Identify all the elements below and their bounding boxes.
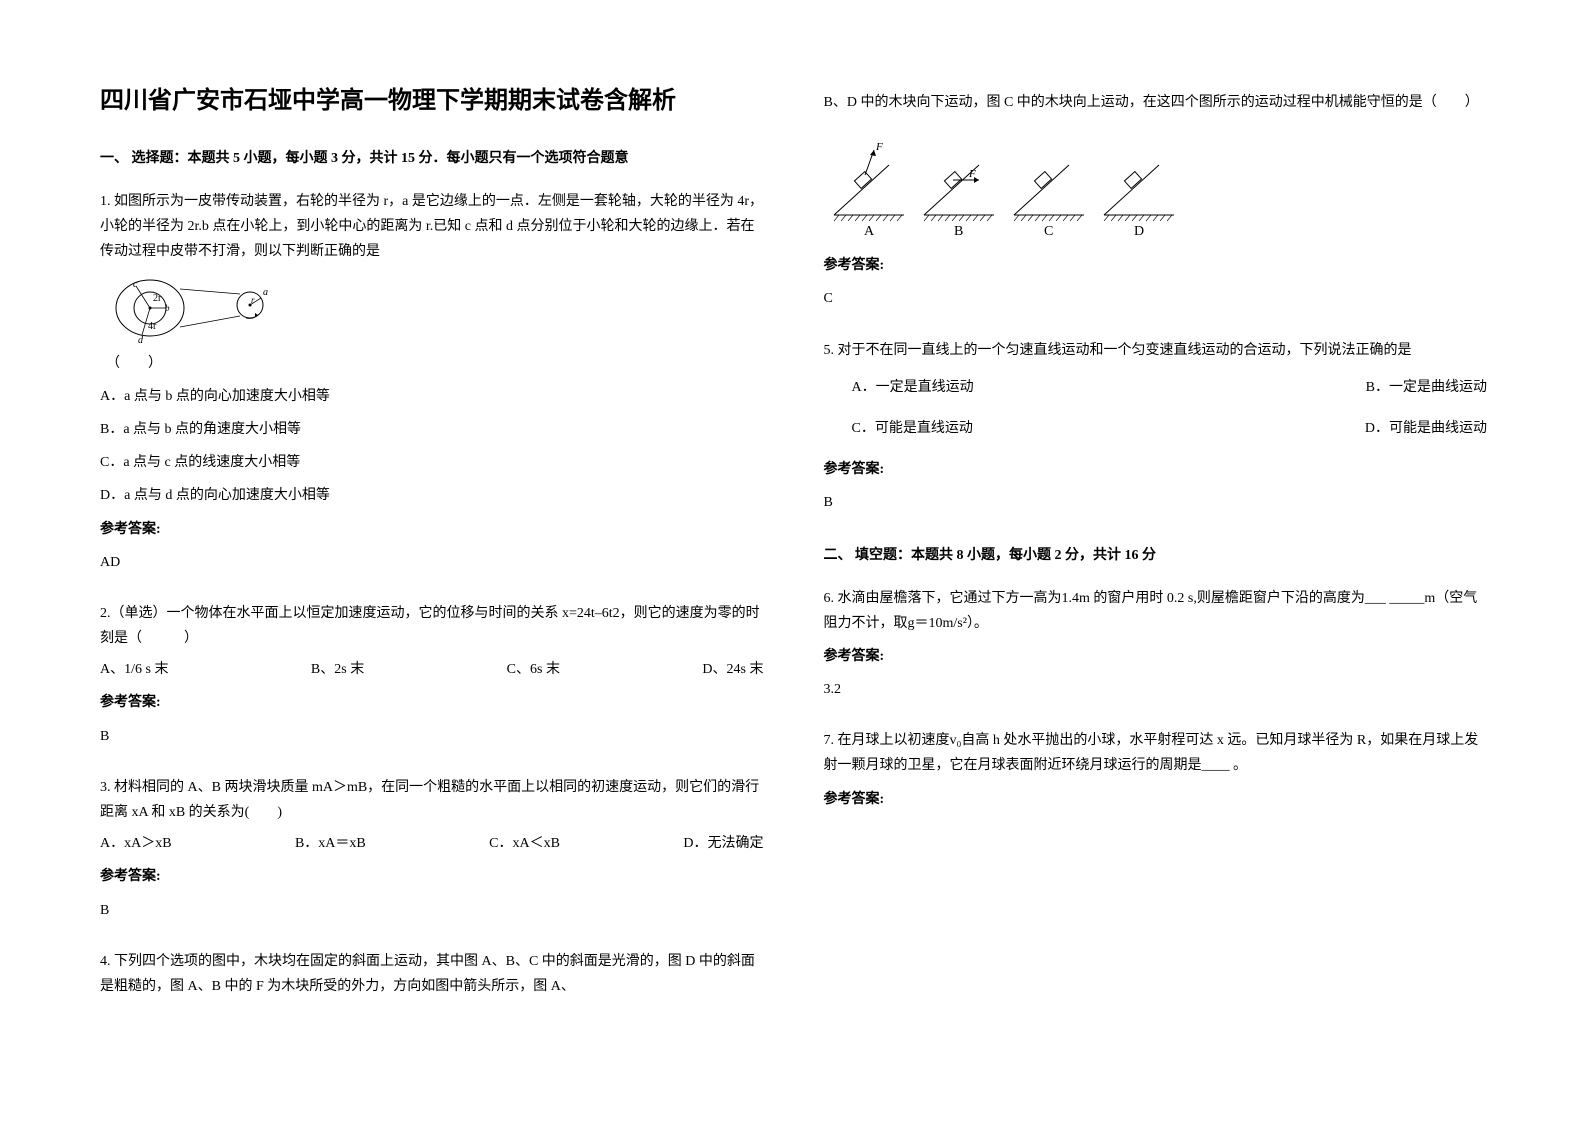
section1-header: 一、 选择题：本题共 5 小题，每小题 3 分，共计 15 分．每小题只有一个选… — [100, 147, 764, 167]
q1-figure: c 2r b 4r d r a — [100, 273, 280, 343]
q1-text: 1. 如图所示为一皮带传动装置，右轮的半径为 r，a 是它边缘上的一点．左侧是一… — [100, 189, 764, 265]
q5-text: 5. 对于不在同一直线上的一个匀速直线运动和一个匀变速直线运动的合运动，下列说法… — [824, 338, 1488, 363]
q2-answer: B — [100, 724, 764, 749]
q4-text-part2: B、D 中的木块向下运动，图 C 中的木块向上运动，在这四个图所示的运动过程中机… — [824, 90, 1488, 115]
q2-optD: D、24s 末 — [702, 657, 763, 682]
q1-optC: C．a 点与 c 点的线速度大小相等 — [100, 450, 764, 475]
q6-height: 1.4m — [1062, 591, 1090, 606]
q4-answer: C — [824, 286, 1488, 311]
question-7: 7. 在月球上以初速度v₀自高 h 处水平抛出的小球，水平射程可达 x 远。已知… — [824, 728, 1488, 820]
q6-text: 6. 水滴由屋檐落下，它通过下方一高为1.4m 的窗户用时 0.2 s,则屋檐距… — [824, 586, 1488, 636]
question-4-part1: 4. 下列四个选项的图中，木块均在固定的斜面上运动，其中图 A、B、C 中的斜面… — [100, 949, 764, 999]
q1-optD: D．a 点与 d 点的向心加速度大小相等 — [100, 483, 764, 508]
q3-answer-label: 参考答案: — [100, 864, 764, 889]
q6-p3: ）。 — [967, 616, 988, 631]
q7-text: 7. 在月球上以初速度v₀自高 h 处水平抛出的小球，水平射程可达 x 远。已知… — [824, 728, 1488, 778]
q2-optB: B、2s 末 — [311, 657, 364, 682]
q1-answer: AD — [100, 550, 764, 575]
q6-p1: 6. 水滴由屋檐落下，它通过下方一高为 — [824, 591, 1062, 606]
left-column: 四川省广安市石垭中学高一物理下学期期末试卷含解析 一、 选择题：本题共 5 小题… — [100, 80, 764, 1082]
q6-g: g＝10m/s² — [908, 616, 967, 631]
q5-optA: A．一定是直线运动 — [824, 375, 1366, 400]
q4-answer-label: 参考答案: — [824, 253, 1488, 278]
svg-text:4r: 4r — [148, 321, 157, 332]
q1-paren: （ ） — [106, 356, 162, 371]
q4-text-part1: 4. 下列四个选项的图中，木块均在固定的斜面上运动，其中图 A、B、C 中的斜面… — [100, 949, 764, 999]
q1-options: A．a 点与 b 点的向心加速度大小相等 B．a 点与 b 点的角速度大小相等 … — [100, 384, 764, 509]
q3-optA: A．xA＞xB — [100, 831, 172, 856]
q1-optB: B．a 点与 b 点的角速度大小相等 — [100, 417, 764, 442]
q2-answer-label: 参考答案: — [100, 690, 764, 715]
right-column: B、D 中的木块向下运动，图 C 中的木块向上运动，在这四个图所示的运动过程中机… — [824, 80, 1488, 1082]
page-title: 四川省广安市石垭中学高一物理下学期期末试卷含解析 — [100, 80, 764, 115]
svg-text:F: F — [875, 141, 883, 153]
svg-text:A: A — [864, 224, 875, 239]
q3-optD: D．无法确定 — [683, 831, 763, 856]
q7-answer-label: 参考答案: — [824, 787, 1488, 812]
svg-text:2r: 2r — [153, 293, 162, 304]
q3-options: A．xA＞xB B．xA＝xB C．xA＜xB D．无法确定 — [100, 831, 764, 856]
q5-answer-label: 参考答案: — [824, 457, 1488, 482]
q2-optA: A、1/6 s 末 — [100, 657, 168, 682]
q2-optC: C、6s 末 — [507, 657, 560, 682]
q2-options: A、1/6 s 末 B、2s 末 C、6s 末 D、24s 末 — [100, 657, 764, 682]
q5-optD: D．可能是曲线运动 — [1365, 416, 1487, 441]
q7-v0: v₀ — [950, 733, 962, 748]
svg-text:B: B — [954, 224, 963, 239]
svg-text:C: C — [1044, 224, 1053, 239]
q6-answer-label: 参考答案: — [824, 644, 1488, 669]
question-1: 1. 如图所示为一皮带传动装置，右轮的半径为 r，a 是它边缘上的一点．左侧是一… — [100, 189, 764, 581]
q6-answer: 3.2 — [824, 677, 1488, 702]
svg-text:d: d — [138, 335, 144, 343]
question-4-part2: B、D 中的木块向下运动，图 C 中的木块向上运动，在这四个图所示的运动过程中机… — [824, 90, 1488, 318]
q3-optC: C．xA＜xB — [489, 831, 560, 856]
svg-text:D: D — [1134, 224, 1144, 239]
q3-answer: B — [100, 898, 764, 923]
q1-answer-label: 参考答案: — [100, 517, 764, 542]
q5-options-row1: A．一定是直线运动 B．一定是曲线运动 — [824, 375, 1488, 400]
q3-optB: B．xA＝xB — [295, 831, 366, 856]
question-5: 5. 对于不在同一直线上的一个匀速直线运动和一个匀变速直线运动的合运动，下列说法… — [824, 338, 1488, 522]
q5-options-row2: C．可能是直线运动 D．可能是曲线运动 — [824, 416, 1488, 441]
q5-answer: B — [824, 490, 1488, 515]
q5-optC: C．可能是直线运动 — [824, 416, 1365, 441]
section2-header: 二、 填空题：本题共 8 小题，每小题 2 分，共计 16 分 — [824, 544, 1488, 564]
q2-text: 2.（单选）一个物体在水平面上以恒定加速度运动，它的位移与时间的关系 x=24t… — [100, 601, 764, 651]
svg-text:a: a — [263, 287, 268, 298]
svg-text:F: F — [968, 168, 976, 180]
q5-optB: B．一定是曲线运动 — [1366, 375, 1487, 400]
question-3: 3. 材料相同的 A、B 两块滑块质量 mA＞mB，在同一个粗糙的水平面上以相同… — [100, 775, 764, 929]
q3-text: 3. 材料相同的 A、B 两块滑块质量 mA＞mB，在同一个粗糙的水平面上以相同… — [100, 775, 764, 825]
question-2: 2.（单选）一个物体在水平面上以恒定加速度运动，它的位移与时间的关系 x=24t… — [100, 601, 764, 755]
q7-p1: 7. 在月球上以初速度 — [824, 733, 950, 748]
q4-figure: F A F B — [824, 135, 1488, 245]
question-6: 6. 水滴由屋檐落下，它通过下方一高为1.4m 的窗户用时 0.2 s,则屋檐距… — [824, 586, 1488, 709]
q1-optA: A．a 点与 b 点的向心加速度大小相等 — [100, 384, 764, 409]
